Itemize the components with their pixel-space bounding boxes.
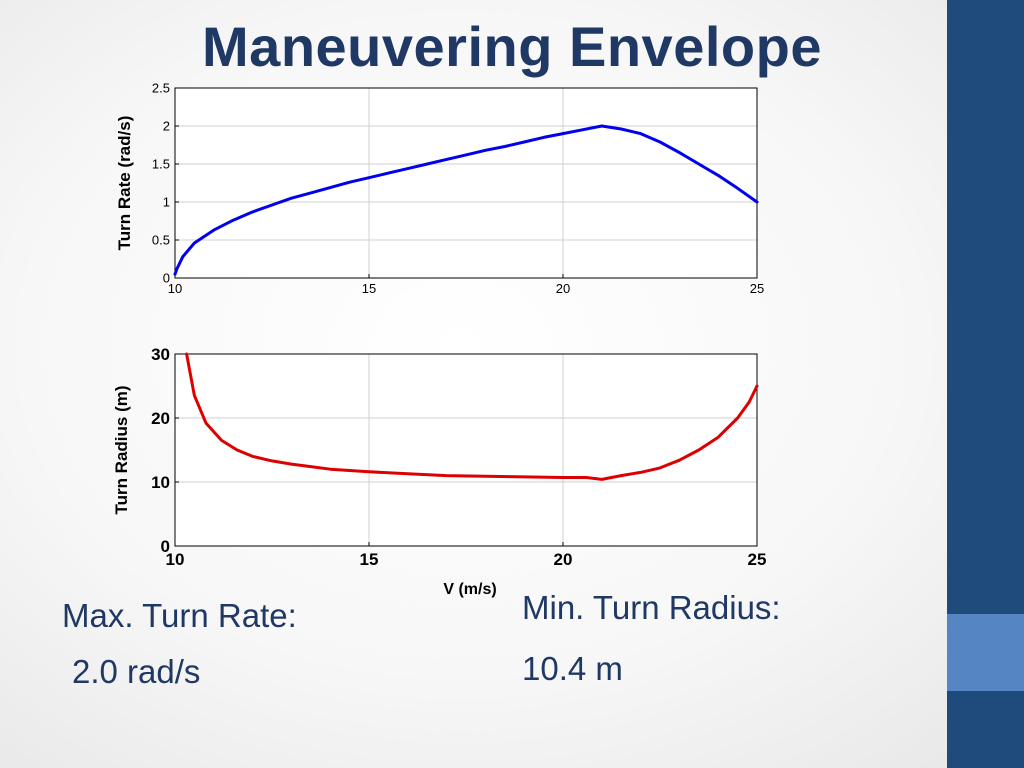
data-point [601, 125, 603, 127]
y-tick-label: 2.5 [152, 81, 170, 96]
data-point [756, 201, 758, 203]
data-point [213, 229, 215, 231]
plot-area [175, 354, 757, 546]
data-point [271, 204, 273, 206]
data-point [639, 132, 642, 135]
data-point [465, 154, 467, 156]
y-axis-label: Turn Rate (rad/s) [115, 116, 134, 251]
slide-title: Maneuvering Envelope [202, 15, 822, 78]
y-tick-label: 2 [163, 119, 170, 134]
plot-area [175, 88, 757, 278]
data-point [290, 463, 293, 465]
x-tick-label: 20 [556, 281, 570, 296]
y-tick-label: 0 [163, 271, 170, 286]
data-point [387, 172, 390, 174]
data-point [601, 478, 603, 481]
data-point [193, 394, 196, 397]
data-point [678, 459, 681, 462]
series-line [185, 352, 759, 481]
data-point [310, 465, 312, 468]
data-point [484, 149, 487, 152]
data-point [717, 436, 719, 439]
data-point [484, 475, 487, 478]
sidebar-accent-block [947, 614, 1024, 691]
data-point [251, 211, 254, 213]
min-turn-radius-label: Min. Turn Radius: [522, 589, 781, 626]
data-point [407, 472, 409, 475]
data-point [193, 242, 196, 244]
x-tick-label: 25 [748, 550, 767, 569]
min-turn-radius-value: 10.4 m [522, 650, 623, 687]
y-tick-label: 30 [151, 345, 170, 364]
data-point [426, 163, 429, 165]
data-point [348, 469, 351, 472]
data-point [181, 255, 184, 258]
y-tick-label: 1 [163, 195, 170, 210]
data-point [639, 471, 642, 474]
x-tick-label: 15 [362, 281, 376, 296]
data-point [523, 476, 525, 478]
data-point [678, 151, 681, 154]
data-point [562, 476, 564, 479]
y-axis-label: Turn Radius (m) [112, 385, 131, 514]
data-point [748, 401, 751, 403]
data-point [717, 174, 719, 177]
data-point [523, 141, 525, 143]
data-point [185, 353, 188, 355]
data-point [659, 467, 661, 469]
data-point [368, 470, 370, 473]
x-tick-label: 10 [168, 281, 182, 296]
max-turn-rate-value: 2.0 rad/s [72, 653, 201, 690]
data-point [620, 474, 622, 477]
data-point [176, 268, 178, 270]
data-point [542, 136, 545, 139]
x-tick-label: 25 [750, 281, 764, 296]
y-tick-label: 20 [151, 409, 170, 428]
data-point [232, 219, 234, 222]
data-point [736, 187, 739, 190]
data-point [445, 158, 448, 161]
data-point [290, 197, 293, 199]
data-point [698, 163, 700, 165]
data-point [736, 417, 739, 419]
plot-frame [174, 87, 758, 279]
data-point [620, 128, 622, 130]
data-point [329, 468, 332, 471]
max-turn-rate-label: Max. Turn Rate: [62, 597, 297, 634]
plot-frame [174, 353, 758, 547]
data-point [220, 439, 223, 442]
data-point [236, 449, 238, 451]
y-tick-label: 10 [151, 473, 170, 492]
y-tick-label: 0 [161, 537, 170, 556]
data-point [445, 474, 448, 477]
data-point [368, 176, 370, 179]
data-point [407, 167, 409, 170]
data-point [271, 460, 273, 462]
data-point [659, 141, 661, 143]
data-point [756, 385, 758, 387]
data-point [329, 186, 332, 189]
data-point [585, 476, 588, 479]
data-point [504, 145, 506, 148]
data-point [348, 181, 351, 184]
x-tick-label: 10 [166, 550, 185, 569]
data-point [562, 132, 564, 135]
x-tick-label: 15 [360, 550, 379, 569]
data-point [581, 129, 584, 131]
x-axis-label: V (m/s) [443, 581, 496, 598]
x-tick-label: 20 [554, 550, 573, 569]
y-tick-label: 1.5 [152, 157, 170, 172]
data-point [205, 422, 207, 424]
data-point [310, 192, 312, 194]
data-point [174, 273, 176, 276]
y-tick-label: 0.5 [152, 233, 170, 248]
data-point [698, 449, 700, 451]
data-point [251, 455, 254, 458]
